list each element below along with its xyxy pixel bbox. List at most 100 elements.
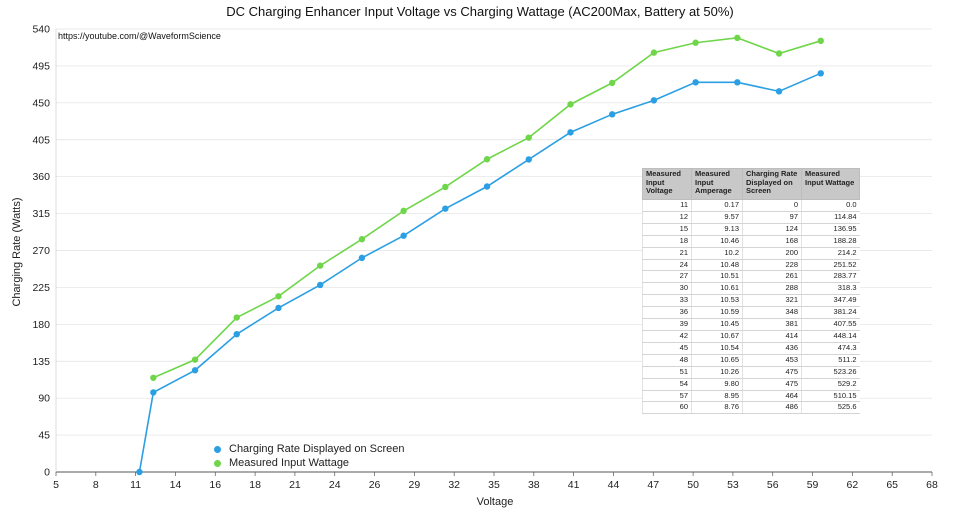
- x-tick-label: 18: [249, 479, 261, 491]
- data-point: [400, 207, 407, 215]
- table-cell: 318.3: [801, 282, 860, 296]
- data-point: [525, 156, 532, 163]
- y-tick-label: 225: [32, 282, 50, 294]
- table-cell: 42: [642, 330, 692, 343]
- table-row: 45 10.54 436 474.3: [642, 342, 860, 355]
- table-row: 57 8.95 464 510.15: [642, 390, 860, 403]
- data-table: Measured Input Voltage Measured Input Am…: [642, 168, 860, 415]
- data-point: [191, 356, 199, 363]
- table-cell: 448.14: [801, 330, 860, 343]
- y-tick-label: 180: [32, 319, 50, 331]
- x-tick-label: 50: [687, 479, 699, 491]
- data-point: [817, 37, 824, 45]
- legend-swatch-blue: [214, 445, 221, 453]
- table-cell: 228: [742, 259, 802, 272]
- data-point: [567, 129, 574, 136]
- table-cell: 27: [642, 270, 692, 284]
- table-row: 51 10.26 475 523.26: [642, 366, 860, 379]
- table-cell: 33: [642, 294, 692, 308]
- table-cell: 97: [742, 211, 802, 224]
- data-point: [136, 468, 143, 476]
- data-point: [316, 281, 324, 289]
- legend: Charging Rate Displayed on Screen Measur…: [214, 442, 405, 470]
- table-cell: 10.53: [691, 294, 743, 308]
- data-point: [775, 50, 783, 57]
- table-cell: 348: [742, 306, 802, 320]
- table-cell: 136.95: [801, 223, 860, 236]
- data-point: [734, 34, 741, 42]
- table-cell: 39: [642, 318, 692, 331]
- table-cell: 486: [742, 401, 802, 415]
- table-cell: 347.49: [801, 294, 860, 308]
- table-cell: 261: [742, 270, 802, 284]
- table-cell: 510.15: [801, 390, 860, 403]
- x-tick-label: 56: [767, 479, 779, 491]
- table-header-row: Measured Input Voltage Measured Input Am…: [642, 168, 860, 200]
- data-point: [608, 79, 616, 87]
- y-tick-label: 0: [44, 467, 50, 479]
- legend-swatch-green: [214, 459, 221, 467]
- table-cell: 321: [742, 294, 802, 308]
- table-cell: 48: [642, 354, 692, 367]
- x-tick-label: 32: [448, 479, 460, 491]
- table-cell: 10.48: [691, 259, 743, 272]
- data-point: [442, 205, 449, 212]
- table-cell: 10.2: [691, 247, 743, 260]
- table-cell: 414: [742, 330, 802, 343]
- table-row: 21 10.2 200 214.2: [642, 247, 860, 260]
- table-cell: 10.61: [691, 282, 743, 296]
- data-point: [483, 156, 491, 163]
- table-cell: 30: [642, 282, 692, 296]
- x-tick-label: 59: [807, 479, 819, 491]
- table-cell: 57: [642, 390, 692, 403]
- table-cell: 288: [742, 282, 802, 296]
- table-cell: 8.76: [691, 401, 743, 415]
- table-header: Measured Input Wattage: [801, 168, 860, 200]
- data-point: [608, 111, 616, 118]
- data-point: [525, 134, 532, 141]
- x-tick-label: 35: [488, 479, 500, 491]
- table-row: 24 10.48 228 251.52: [642, 259, 860, 272]
- x-tick-label: 14: [170, 479, 182, 491]
- table-cell: 10.65: [691, 354, 743, 367]
- y-tick-label: 405: [32, 134, 50, 146]
- table-cell: 10.59: [691, 306, 743, 320]
- source-annotation: https://youtube.com/@WaveformScience: [58, 31, 221, 41]
- data-point: [650, 97, 658, 104]
- table-header: Measured Input Amperage: [691, 168, 743, 200]
- table-body: 11 0.17 0 0.0 12 9.57 97 114.84 15 9.13 124 136.95 1…: [642, 199, 860, 415]
- table-row: 11 0.17 0 0.0: [642, 199, 860, 212]
- data-point: [775, 88, 783, 95]
- table-cell: 474.3: [801, 342, 860, 355]
- data-point: [692, 79, 699, 86]
- legend-item: Measured Input Wattage: [214, 456, 405, 470]
- table-cell: 9.13: [691, 223, 743, 236]
- table-cell: 381.24: [801, 306, 860, 320]
- table-row: 39 10.45 381 407.55: [642, 318, 860, 331]
- data-point: [358, 254, 366, 262]
- y-tick-label: 450: [32, 97, 50, 109]
- y-tick-label: 90: [38, 393, 50, 405]
- y-tick-label: 495: [32, 60, 50, 72]
- table-cell: 464: [742, 390, 802, 403]
- table-row: 42 10.67 414 448.14: [642, 330, 860, 343]
- data-point: [275, 304, 282, 312]
- table-cell: 51: [642, 366, 692, 379]
- table-cell: 10.45: [691, 318, 743, 331]
- table-cell: 54: [642, 378, 692, 391]
- table-cell: 11: [642, 199, 692, 212]
- y-tick-label: 540: [32, 24, 50, 36]
- table-row: 54 9.80 475 529.2: [642, 378, 860, 391]
- x-tick-label: 29: [409, 479, 421, 491]
- y-axis-label: Charging Rate (Watts): [11, 197, 23, 307]
- table-header: Measured Input Voltage: [642, 168, 692, 200]
- y-tick-label: 270: [32, 245, 50, 257]
- table-header: Charging Rate Displayed on Screen: [742, 168, 802, 200]
- x-tick-label: 62: [847, 479, 859, 491]
- x-tick-label: 41: [568, 479, 580, 491]
- data-point: [692, 39, 699, 46]
- table-cell: 525.6: [801, 401, 860, 415]
- table-cell: 9.80: [691, 378, 743, 391]
- y-tick-label: 135: [32, 356, 50, 368]
- table-cell: 10.51: [691, 270, 743, 284]
